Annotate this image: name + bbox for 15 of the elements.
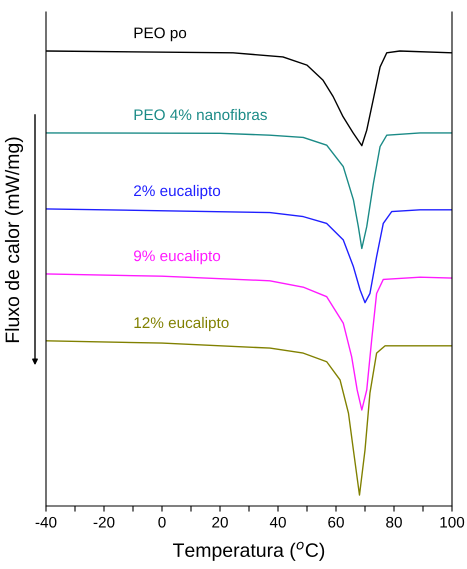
series-label: 2% eucalipto (134, 184, 220, 200)
x-tick-label: 40 (270, 516, 286, 528)
x-tick-label: -40 (36, 516, 56, 528)
x-tick-label: 80 (386, 516, 402, 528)
x-tick-label: 100 (440, 516, 464, 528)
x-tick-label: -20 (94, 516, 114, 528)
series-label: PEO po (134, 27, 186, 42)
x-tick-label: 60 (328, 516, 344, 528)
series-label: PEO 4% nanofibras (134, 108, 267, 120)
x-tick-label: 0 (158, 516, 166, 528)
y-axis-title: Fluxo de calor (mW/mg) (4, 137, 24, 342)
x-tick-label: 20 (212, 516, 228, 528)
x-axis-title: Temperatura ($^{o}$C) (173, 542, 324, 561)
series-label: 12% eucalipto (134, 316, 229, 332)
series-label: 9% eucalipto (134, 250, 220, 264)
